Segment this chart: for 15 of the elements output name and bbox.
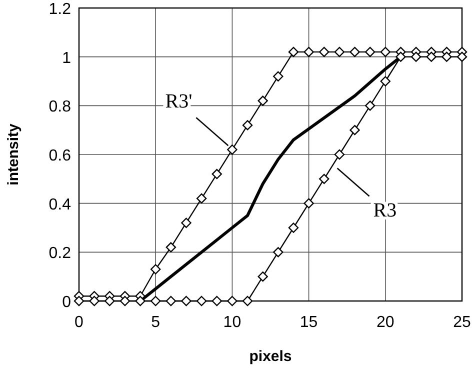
x-tick-label: 25 (453, 314, 471, 331)
x-tick-label: 10 (223, 314, 242, 331)
y-tick-label: 0 (62, 294, 72, 311)
x-tick-label: 15 (300, 314, 318, 331)
x-axis-title: pixels (249, 348, 292, 365)
y-axis-title: intensity (5, 123, 22, 186)
y-tick-label: 1.2 (48, 1, 72, 18)
x-tick-label: 5 (151, 314, 160, 331)
y-tick-label: 0.6 (48, 148, 72, 164)
x-tick-label: 20 (376, 314, 394, 331)
x-tick-label: 0 (74, 314, 84, 331)
y-tick-label: 0.4 (48, 196, 72, 214)
y-tick-label: 1 (62, 50, 72, 67)
y-tick-label: 0.2 (48, 245, 72, 262)
y-tick-label: 0.8 (48, 98, 72, 116)
